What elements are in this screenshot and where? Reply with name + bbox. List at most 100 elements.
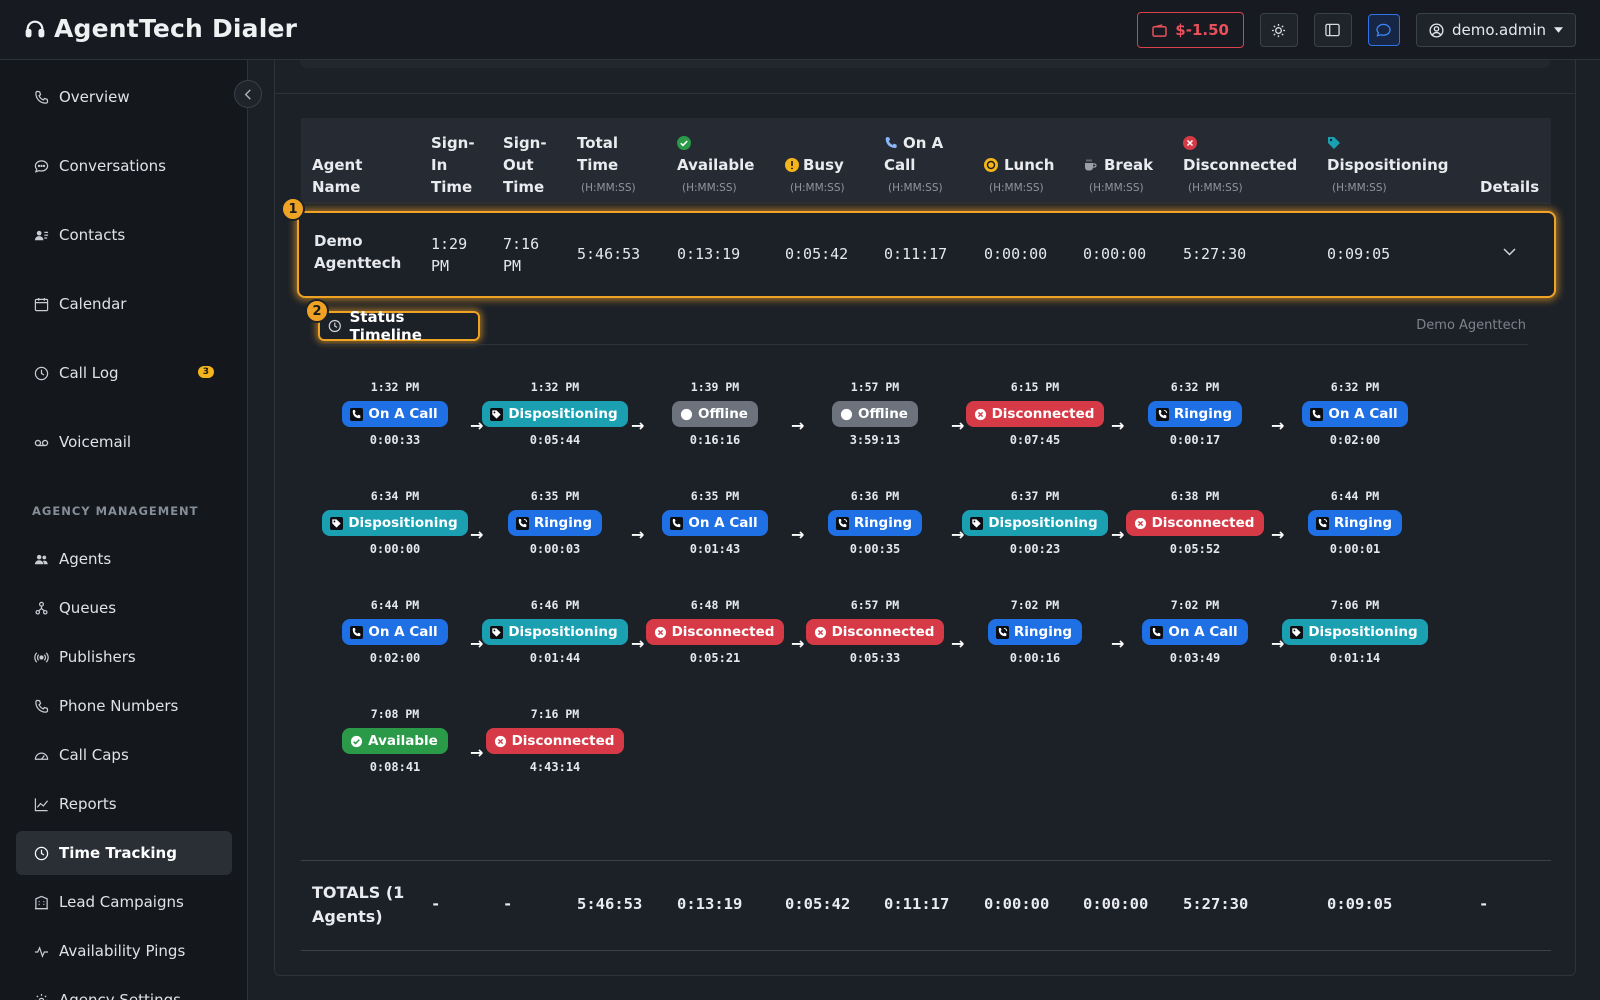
offline-circle-icon [840, 408, 853, 420]
timeline-event-duration: 0:05:33 [849, 651, 901, 665]
timeline-event-duration: 0:05:44 [529, 433, 581, 447]
balance-button[interactable]: $-1.50 [1137, 12, 1244, 48]
sidebar-item-phone-numbers[interactable]: Phone Numbers [16, 684, 232, 728]
sidebar-item-publishers[interactable]: Publishers [16, 635, 232, 679]
sidebar-item-calendar[interactable]: Calendar [16, 282, 232, 326]
sidebar-item-label: Call Caps [59, 746, 129, 764]
sidebar-collapse-button[interactable] [234, 80, 262, 108]
timeline-event-duration: 0:01:43 [689, 542, 741, 556]
user-menu-button[interactable]: demo.admin [1415, 13, 1576, 47]
cell-line: 7:16 [503, 235, 540, 253]
theme-toggle-button[interactable] [1259, 13, 1298, 47]
timeline-event-duration: 0:03:49 [1169, 651, 1221, 665]
totals-total-time: 5:46:53 [577, 895, 643, 913]
status-badge: Disconnected [645, 619, 785, 645]
col-on-a-call[interactable]: On A Call [884, 132, 943, 176]
timeline-event: 6:48 PM Disconnected 0:05:21 [640, 598, 790, 665]
col-available[interactable]: Available [677, 156, 755, 174]
timeline-event: 6:15 PM Disconnected 0:07:45 [960, 380, 1110, 447]
col-agent-name[interactable]: Agent Name [312, 154, 362, 198]
sidebar-item-label: Lead Campaigns [59, 893, 184, 911]
totals-dispositioning: 0:09:05 [1327, 895, 1393, 913]
timeline-event: 7:06 PM Dispositioning 0:01:14 [1280, 598, 1430, 665]
chat-button[interactable] [1367, 14, 1400, 46]
agent-row[interactable] [297, 211, 1556, 298]
sidebar-item-queues[interactable]: Queues [16, 586, 232, 630]
sidebar-item-agents[interactable]: Agents [16, 537, 232, 581]
chevron-down-icon[interactable] [1503, 248, 1516, 256]
timeline-event: 6:32 PM On A Call 0:02:00 [1280, 380, 1430, 447]
status-timeline-heading[interactable]: Status Timeline [318, 308, 480, 344]
busy-cell: 0:05:42 [785, 245, 849, 263]
status-badge-label: Dispositioning [508, 624, 618, 640]
col-total-time[interactable]: Total Time [577, 132, 618, 176]
status-badge: On A Call [662, 510, 768, 536]
col-sign-in[interactable]: Sign- In Time [431, 132, 475, 198]
phone-call-icon [350, 625, 364, 639]
timeline-event-duration: 0:00:00 [369, 542, 421, 556]
x-circle-icon [974, 408, 986, 420]
status-badge-label: On A Call [688, 515, 758, 531]
x-circle-icon [1134, 517, 1146, 529]
sidebar-item-reports[interactable]: Reports [16, 782, 232, 826]
sidebar-item-conversations[interactable]: Conversations [16, 144, 232, 188]
sidebar-item-label: Availability Pings [59, 942, 186, 960]
timeline-event-time: 6:57 PM [850, 598, 900, 612]
step-marker-2: 2 [305, 299, 329, 323]
brand[interactable]: AgentTech Dialer [24, 14, 297, 43]
col-sign-out[interactable]: Sign- Out Time [503, 132, 547, 198]
status-badge: On A Call [1302, 401, 1408, 427]
tag-icon [490, 625, 504, 639]
sidebar-item-lead-campaigns[interactable]: Lead Campaigns [16, 880, 232, 924]
phone-call-icon [1310, 407, 1324, 421]
col-break[interactable]: Break [1104, 156, 1154, 174]
sidebar-item-call-log[interactable]: Call Log 3 [16, 351, 232, 395]
status-badge: Dispositioning [322, 510, 468, 536]
sidebar-item-label: Reports [59, 795, 117, 813]
phone-icon [35, 699, 49, 713]
sidebar-item-voicemail[interactable]: Voicemail [16, 420, 232, 464]
status-badge: On A Call [342, 401, 448, 427]
tag-icon [490, 407, 504, 421]
timeline-event: 6:38 PM Disconnected 0:05:52 [1120, 489, 1270, 556]
header-line: Agent [312, 156, 363, 174]
timeline-arrow: → [1111, 416, 1125, 435]
sidebar-item-time-tracking[interactable]: Time Tracking [16, 831, 232, 875]
sidebar-item-agency-settings[interactable]: Agency Settings [16, 978, 232, 1000]
name-line: Agenttech [314, 254, 402, 272]
timeline-event-time: 6:38 PM [1170, 489, 1220, 503]
sidebar-item-overview[interactable]: Overview [16, 75, 232, 119]
sidebar-item-call-caps[interactable]: Call Caps [16, 733, 232, 777]
timeline-event-time: 7:16 PM [530, 707, 580, 721]
col-busy[interactable]: Busy [803, 156, 844, 174]
col-details[interactable]: Details [1480, 178, 1540, 196]
col-dispositioning[interactable]: Dispositioning [1327, 156, 1449, 174]
status-badge-label: Offline [698, 406, 748, 422]
status-badge: On A Call [342, 619, 448, 645]
sidebar-item-label: Overview [59, 88, 130, 106]
x-circle-icon [654, 626, 666, 638]
unit-label: (H:MM:SS) [1089, 182, 1144, 194]
timeline-event-time: 1:32 PM [530, 380, 580, 394]
timeline-arrow: → [631, 416, 645, 435]
sidebar-item-availability-pings[interactable]: Availability Pings [16, 929, 232, 973]
status-badge-label: Dispositioning [988, 515, 1098, 531]
totals-divider-bottom [301, 950, 1551, 951]
timeline-event-time: 6:34 PM [370, 489, 420, 503]
layout-toggle-button[interactable] [1313, 13, 1352, 47]
sidebar-item-contacts[interactable]: Contacts [16, 213, 232, 257]
timeline-event-duration: 4:43:14 [529, 760, 581, 774]
timeline-event-time: 7:02 PM [1010, 598, 1060, 612]
timeline-event-time: 6:46 PM [530, 598, 580, 612]
phone-ringing-icon [835, 516, 849, 530]
timeline-event-duration: 0:16:16 [689, 433, 741, 447]
timeline-event: 6:44 PM On A Call 0:02:00 [320, 598, 470, 665]
status-badge-label: Dispositioning [348, 515, 458, 531]
calendar-icon [34, 297, 49, 311]
totals-lunch: 0:00:00 [984, 895, 1050, 913]
timeline-event: 6:36 PM Ringing 0:00:35 [800, 489, 950, 556]
timeline-event: 1:39 PM Offline 0:16:16 [640, 380, 790, 447]
chart-icon [34, 797, 49, 811]
col-lunch[interactable]: Lunch [1004, 156, 1055, 174]
col-disconnected[interactable]: Disconnected [1183, 156, 1298, 174]
